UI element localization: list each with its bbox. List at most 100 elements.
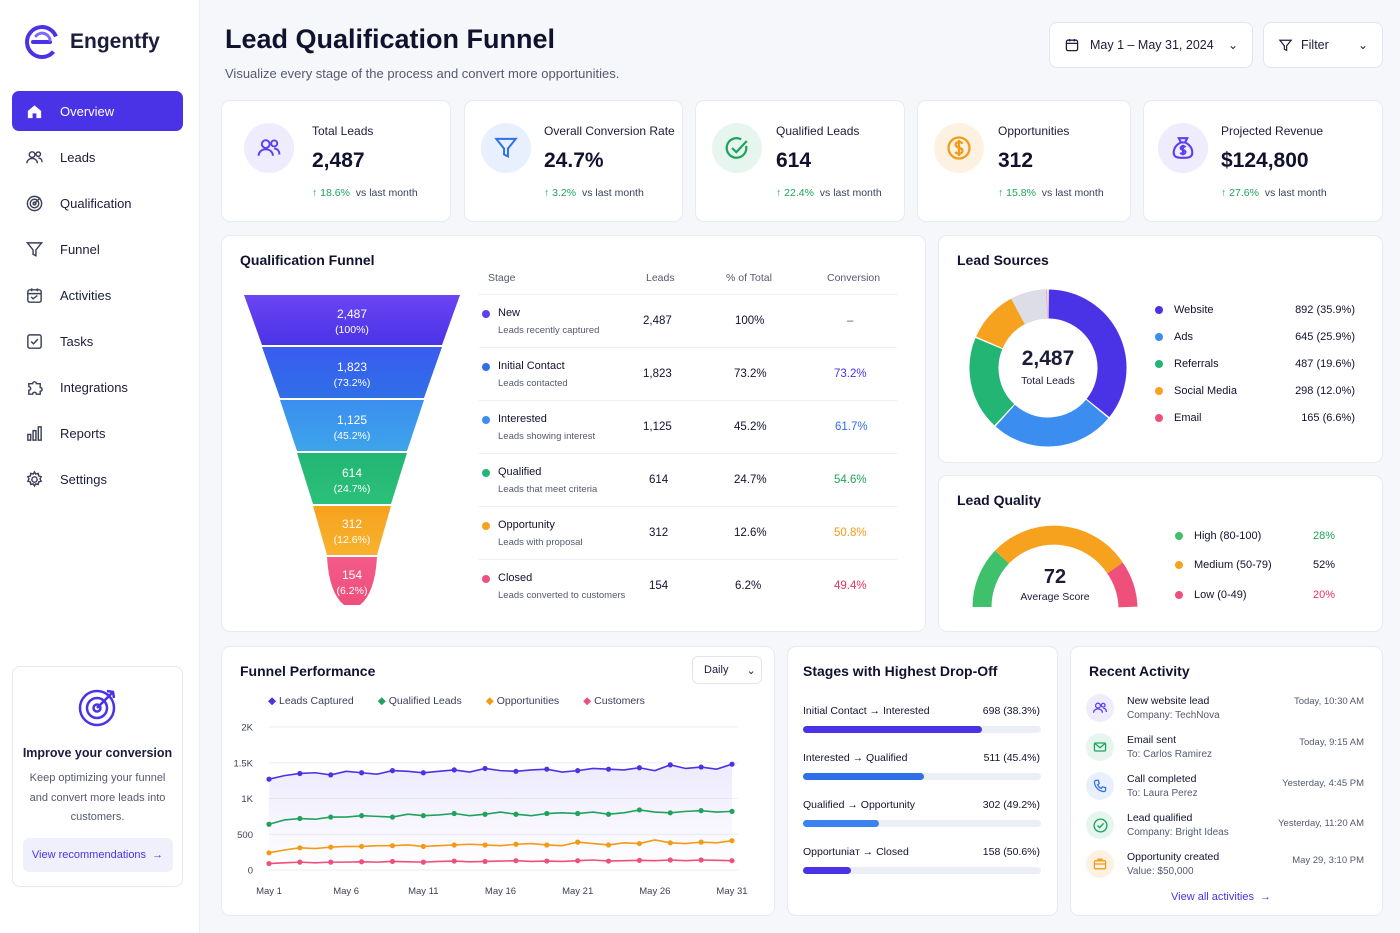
data-point-opportunities[interactable] [328, 844, 334, 850]
data-point-qualified-leads[interactable] [482, 811, 488, 817]
legend-item[interactable]: Medium (50-79) 52% [1175, 559, 1335, 571]
data-point-leads-captured[interactable] [451, 767, 457, 773]
data-point-customers[interactable] [605, 858, 612, 864]
data-point-customers[interactable] [544, 858, 550, 864]
date-range-picker[interactable]: May 1 – May 31, 2024 ⌄ [1049, 22, 1253, 68]
legend-item[interactable]: ◆ Opportunities [486, 695, 559, 707]
data-point-qualified-leads[interactable] [544, 810, 550, 817]
data-point-qualified-leads[interactable] [266, 821, 272, 827]
sidebar-item-integrations[interactable]: Integrations [12, 367, 183, 407]
donut-slice-website[interactable] [1047, 289, 1127, 418]
data-point-opportunities[interactable] [544, 842, 550, 848]
logo[interactable]: Engentfy [24, 24, 160, 60]
data-point-customers[interactable] [513, 858, 519, 864]
donut-slice-ads[interactable] [995, 399, 1109, 447]
data-point-qualified-leads[interactable] [575, 810, 581, 817]
data-point-opportunities[interactable] [667, 840, 673, 846]
data-point-leads-captured[interactable] [359, 770, 365, 776]
data-point-qualified-leads[interactable] [328, 814, 334, 820]
data-point-qualified-leads[interactable] [636, 807, 642, 813]
data-point-qualified-leads[interactable] [605, 811, 612, 817]
data-point-customers[interactable] [636, 857, 642, 863]
data-point-customers[interactable] [482, 858, 488, 865]
sidebar-item-overview[interactable]: Overview [12, 91, 183, 131]
sidebar-item-funnel[interactable]: Funnel [12, 229, 183, 269]
data-point-opportunities[interactable] [297, 845, 303, 851]
data-point-qualified-leads[interactable] [297, 815, 303, 822]
data-point-opportunities[interactable] [420, 843, 426, 850]
data-point-qualified-leads[interactable] [698, 808, 704, 814]
funnel-segment[interactable] [297, 453, 407, 504]
data-point-customers[interactable] [451, 858, 457, 864]
data-point-leads-captured[interactable] [389, 768, 396, 774]
data-point-leads-captured[interactable] [482, 765, 488, 772]
sidebar-item-leads[interactable]: Leads [12, 137, 183, 177]
legend-item[interactable]: Website 892 (35.9%) [1155, 304, 1355, 316]
legend-item[interactable]: Social Media 298 (12.0%) [1155, 385, 1355, 397]
data-point-leads-captured[interactable] [729, 761, 735, 767]
view-all-activities-link[interactable]: View all activities → [1171, 891, 1271, 903]
sidebar-item-qualification[interactable]: Qualification [12, 183, 183, 223]
data-point-customers[interactable] [266, 860, 272, 867]
legend-item[interactable]: ◆ Leads Captured [268, 695, 354, 707]
data-point-leads-captured[interactable] [698, 764, 704, 770]
legend-item[interactable]: ◆ Qualified Leads [378, 695, 462, 707]
legend-item[interactable]: Referrals 487 (19.6%) [1155, 358, 1355, 370]
data-point-leads-captured[interactable] [605, 766, 612, 772]
funnel-segment[interactable] [244, 295, 460, 345]
view-recommendations-button[interactable]: View recommendations → [22, 837, 173, 872]
data-point-customers[interactable] [667, 857, 673, 863]
funnel-segment[interactable] [262, 347, 442, 398]
period-select[interactable]: Daily ⌄ [692, 656, 762, 684]
data-point-customers[interactable] [359, 859, 365, 865]
data-point-opportunities[interactable] [513, 841, 519, 847]
data-point-customers[interactable] [389, 858, 396, 865]
data-point-qualified-leads[interactable] [359, 813, 365, 819]
funnel-segment[interactable] [313, 506, 391, 555]
data-point-qualified-leads[interactable] [667, 810, 673, 816]
legend-item[interactable]: ◆ Customers [583, 695, 645, 707]
data-point-leads-captured[interactable] [328, 772, 334, 778]
data-point-opportunities[interactable] [482, 842, 488, 848]
data-point-opportunities[interactable] [266, 850, 272, 856]
data-point-opportunities[interactable] [605, 842, 612, 848]
data-point-customers[interactable] [575, 858, 581, 864]
data-point-customers[interactable] [698, 857, 704, 863]
data-point-qualified-leads[interactable] [451, 810, 457, 817]
data-point-qualified-leads[interactable] [729, 808, 735, 814]
data-point-leads-captured[interactable] [636, 765, 642, 771]
data-point-leads-captured[interactable] [544, 766, 550, 772]
data-point-qualified-leads[interactable] [513, 811, 519, 817]
legend-item[interactable]: Ads 645 (25.9%) [1155, 331, 1355, 343]
data-point-customers[interactable] [328, 859, 334, 865]
data-point-opportunities[interactable] [359, 843, 365, 850]
data-point-leads-captured[interactable] [420, 770, 426, 776]
legend-item[interactable]: High (80-100) 28% [1175, 530, 1335, 542]
data-point-leads-captured[interactable] [575, 768, 581, 774]
data-point-leads-captured[interactable] [513, 768, 519, 774]
data-point-customers[interactable] [729, 858, 735, 864]
data-point-customers[interactable] [297, 859, 303, 865]
data-point-opportunities[interactable] [636, 840, 642, 847]
data-point-opportunities[interactable] [575, 839, 581, 845]
filter-button[interactable]: Filter ⌄ [1263, 22, 1383, 68]
data-point-leads-captured[interactable] [297, 770, 303, 777]
data-point-customers[interactable] [420, 859, 426, 865]
data-point-opportunities[interactable] [451, 842, 457, 848]
data-point-qualified-leads[interactable] [389, 814, 396, 820]
sidebar-item-tasks[interactable]: Tasks [12, 321, 183, 361]
data-point-leads-captured[interactable] [266, 776, 272, 782]
data-point-qualified-leads[interactable] [420, 813, 426, 819]
legend-item[interactable]: Email 165 (6.6%) [1155, 412, 1355, 424]
data-point-opportunities[interactable] [698, 839, 704, 845]
funnel-segment[interactable] [280, 400, 424, 451]
data-point-opportunities[interactable] [729, 838, 735, 844]
sidebar-item-activities[interactable]: Activities [12, 275, 183, 315]
data-point-opportunities[interactable] [389, 843, 396, 849]
sidebar-item-reports[interactable]: Reports [12, 413, 183, 453]
funnel-segment[interactable] [327, 557, 377, 605]
donut-slice-referrals[interactable] [969, 338, 1015, 426]
data-point-leads-captured[interactable] [667, 762, 673, 768]
sidebar-item-settings[interactable]: Settings [12, 459, 183, 499]
legend-item[interactable]: Low (0-49) 20% [1175, 589, 1335, 601]
